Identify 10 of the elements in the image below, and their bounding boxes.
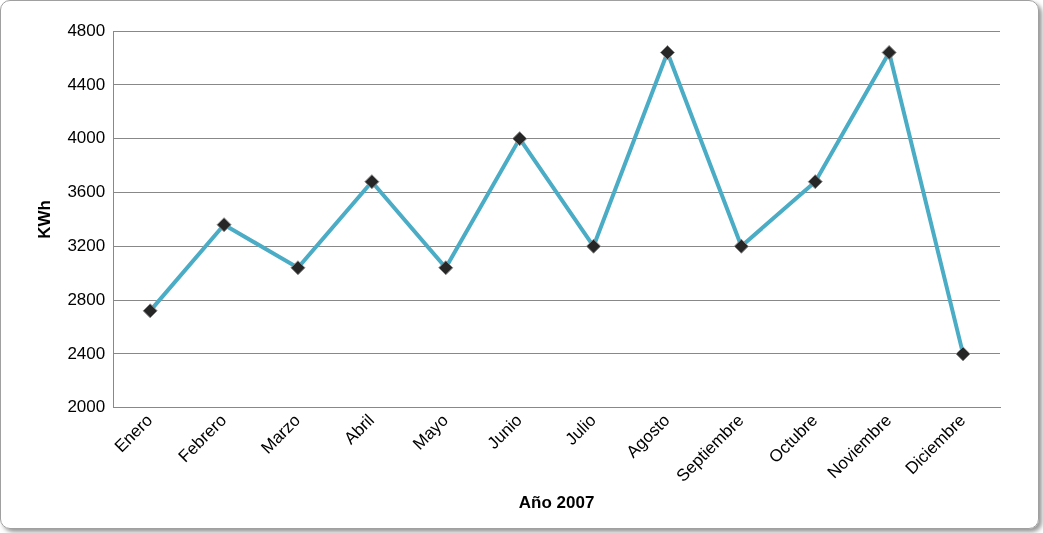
y-tick-label: 4400 xyxy=(67,74,106,94)
y-tick-label: 4000 xyxy=(67,128,106,148)
y-tick-label: 2000 xyxy=(67,397,106,417)
y-axis-title: KWh xyxy=(34,199,54,239)
y-tick-label: 3600 xyxy=(67,182,106,202)
y-tick-label: 2400 xyxy=(67,343,106,363)
y-tick-label: 3200 xyxy=(67,235,106,255)
y-tick-label: 2800 xyxy=(67,289,106,309)
y-tick-label: 4800 xyxy=(67,20,106,40)
x-axis-title: Año 2007 xyxy=(518,493,595,513)
